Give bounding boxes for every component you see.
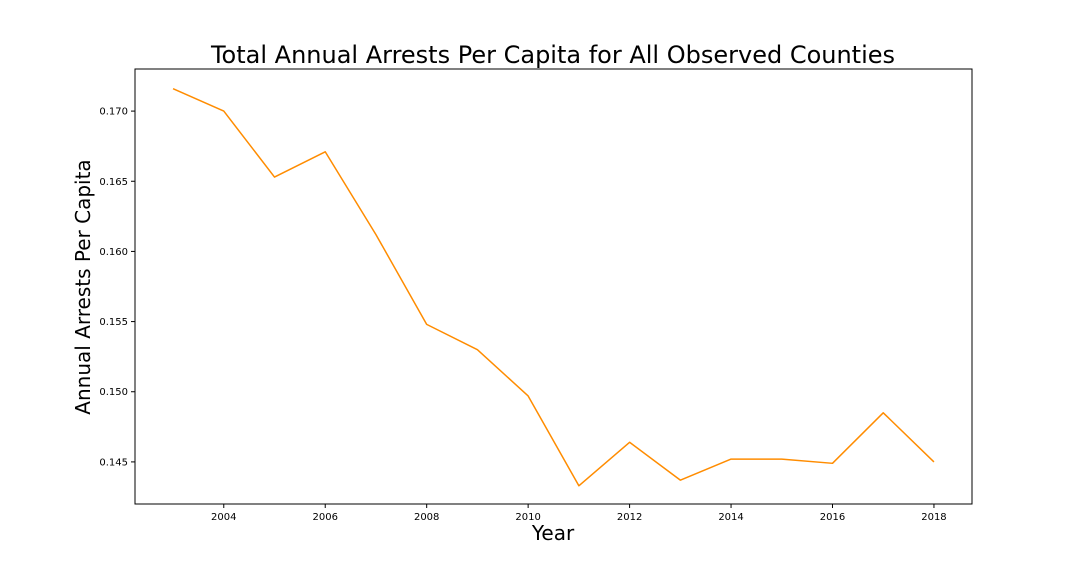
y-tick-label: 0.170 xyxy=(99,107,128,118)
y-tick-label: 0.160 xyxy=(99,247,128,258)
y-tick-label: 0.155 xyxy=(99,317,128,328)
x-axis-ticks: 2004 2006 2008 2010 2012 2014 2016 2018 xyxy=(211,504,947,523)
y-axis-label: Annual Arrests Per Capita xyxy=(71,159,95,414)
y-tick-label: 0.150 xyxy=(99,387,128,398)
x-tick-label: 2012 xyxy=(617,512,642,523)
x-tick-label: 2006 xyxy=(313,512,338,523)
x-tick-label: 2008 xyxy=(414,512,439,523)
x-axis-label: Year xyxy=(531,521,575,545)
series-line xyxy=(172,87,935,487)
x-tick-label: 2014 xyxy=(718,512,743,523)
x-tick-label: 2010 xyxy=(515,512,540,523)
x-tick-label: 2004 xyxy=(211,512,236,523)
y-axis-ticks: 0.145 0.150 0.155 0.160 0.165 0.170 xyxy=(99,107,135,468)
x-tick-label: 2018 xyxy=(921,512,946,523)
y-tick-label: 0.145 xyxy=(99,457,128,468)
series-layer xyxy=(172,87,935,487)
y-tick-label: 0.165 xyxy=(99,177,128,188)
x-tick-label: 2016 xyxy=(820,512,845,523)
plot-area-frame xyxy=(134,68,973,505)
chart-title: Total Annual Arrests Per Capita for All … xyxy=(210,41,895,69)
